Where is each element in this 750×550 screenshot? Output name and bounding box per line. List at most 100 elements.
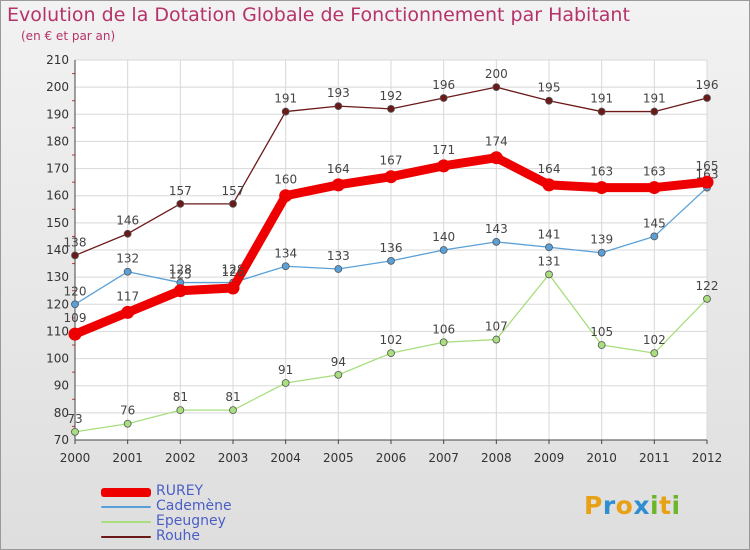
data-label-rurey: 125 (169, 268, 192, 282)
point-rouhe (281, 107, 290, 116)
data-label-rurey: 163 (643, 165, 666, 179)
x-tick-label: 2009 (534, 451, 565, 465)
data-label-epeugney: 81 (225, 390, 240, 404)
x-tick-label: 2004 (270, 451, 301, 465)
chart-title: Evolution de la Dotation Globale de Fonc… (7, 4, 630, 26)
point-epeugney (176, 406, 185, 415)
y-tick-label: 150 (46, 216, 69, 230)
point-rouhe (229, 199, 237, 208)
data-label-cademene: 120 (64, 284, 87, 298)
data-label-rouhe: 196 (432, 78, 455, 92)
data-label-rouhe: 200 (485, 67, 508, 81)
data-label-epeugney: 94 (331, 355, 346, 369)
point-rouhe (439, 94, 448, 102)
data-label-rurey: 174 (485, 135, 508, 149)
point-rouhe (176, 199, 185, 208)
data-label-cademene: 140 (432, 230, 455, 244)
data-label-rouhe: 146 (116, 214, 139, 228)
point-epeugney (387, 349, 395, 358)
data-label-rouhe: 157 (222, 184, 245, 198)
point-rouhe (334, 102, 343, 111)
data-label-rouhe: 195 (538, 81, 561, 95)
point-rurey (279, 189, 293, 203)
point-cademene (545, 243, 553, 252)
point-epeugney (229, 406, 237, 415)
x-tick-label: 2010 (586, 451, 617, 465)
logo-letter: i (671, 491, 681, 520)
data-label-cademene: 163 (696, 168, 719, 182)
point-rurey (437, 159, 451, 173)
data-label-epeugney: 91 (278, 363, 293, 377)
logo-letter: P (584, 491, 603, 520)
data-label-rurey: 160 (274, 173, 297, 187)
point-cademene (597, 248, 606, 257)
data-label-rurey: 167 (380, 154, 403, 168)
point-rurey (700, 175, 714, 189)
point-epeugney (281, 379, 290, 387)
data-label-rurey: 163 (590, 165, 613, 179)
y-tick-label: 140 (46, 243, 69, 257)
data-label-rurey: 165 (696, 159, 719, 173)
data-label-cademene: 136 (380, 241, 403, 255)
data-label-rouhe: 157 (169, 184, 192, 198)
point-rouhe (71, 251, 79, 260)
x-tick-label: 2005 (323, 451, 354, 465)
legend-label: RUREY (156, 483, 204, 499)
y-tick-label: 70 (54, 433, 69, 447)
data-label-cademene: 128 (169, 263, 192, 277)
point-epeugney (545, 270, 553, 279)
point-rouhe (545, 96, 553, 105)
point-epeugney (439, 338, 448, 347)
x-tick-label: 2008 (481, 451, 512, 465)
y-tick-label: 130 (46, 270, 69, 284)
data-label-epeugney: 107 (485, 320, 508, 334)
point-cademene (650, 232, 659, 241)
legend-swatch (101, 536, 151, 538)
data-label-epeugney: 122 (696, 279, 719, 293)
y-tick-label: 100 (46, 352, 69, 366)
logo-letter: t (659, 491, 672, 520)
proxiti-logo: Proxiti (584, 491, 681, 520)
data-label-rurey: 164 (327, 162, 350, 176)
point-epeugney (650, 349, 659, 358)
data-label-rouhe: 191 (274, 92, 297, 106)
y-tick-label: 210 (46, 53, 69, 67)
point-rurey (595, 181, 609, 195)
point-rouhe (492, 83, 501, 92)
point-epeugney (597, 341, 606, 349)
legend-swatch (101, 521, 151, 523)
data-label-cademene: 143 (485, 222, 508, 236)
legend-label: Epeugney (156, 513, 226, 529)
data-label-rouhe: 191 (643, 92, 666, 106)
y-tick-label: 120 (46, 297, 69, 311)
x-tick-label: 2011 (639, 451, 670, 465)
legend-swatch (101, 488, 151, 497)
legend-label: Cademène (156, 498, 232, 514)
data-label-rouhe: 196 (696, 78, 719, 92)
data-label-rurey: 164 (538, 162, 561, 176)
y-tick-label: 200 (46, 80, 69, 94)
logo-letter: r (602, 491, 616, 520)
x-tick-label: 2001 (112, 451, 143, 465)
y-tick-label: 160 (46, 189, 69, 203)
data-label-epeugney: 81 (173, 390, 188, 404)
data-label-rouhe: 138 (64, 235, 87, 249)
data-label-epeugney: 102 (380, 333, 403, 347)
point-cademene (281, 262, 290, 271)
point-rouhe (387, 104, 395, 113)
point-rouhe (123, 229, 132, 238)
point-rurey (489, 151, 503, 165)
point-cademene (492, 237, 501, 246)
y-tick-label: 190 (46, 107, 69, 121)
x-tick-label: 2000 (60, 451, 91, 465)
x-tick-label: 2012 (692, 451, 723, 465)
point-rurey (331, 178, 345, 192)
y-tick-label: 170 (46, 162, 69, 176)
data-label-rurey: 117 (116, 289, 139, 303)
data-label-epeugney: 73 (67, 412, 82, 426)
y-tick-label: 80 (54, 406, 69, 420)
logo-letter: x (633, 491, 650, 520)
point-rouhe (597, 107, 606, 116)
data-label-epeugney: 106 (432, 322, 455, 336)
